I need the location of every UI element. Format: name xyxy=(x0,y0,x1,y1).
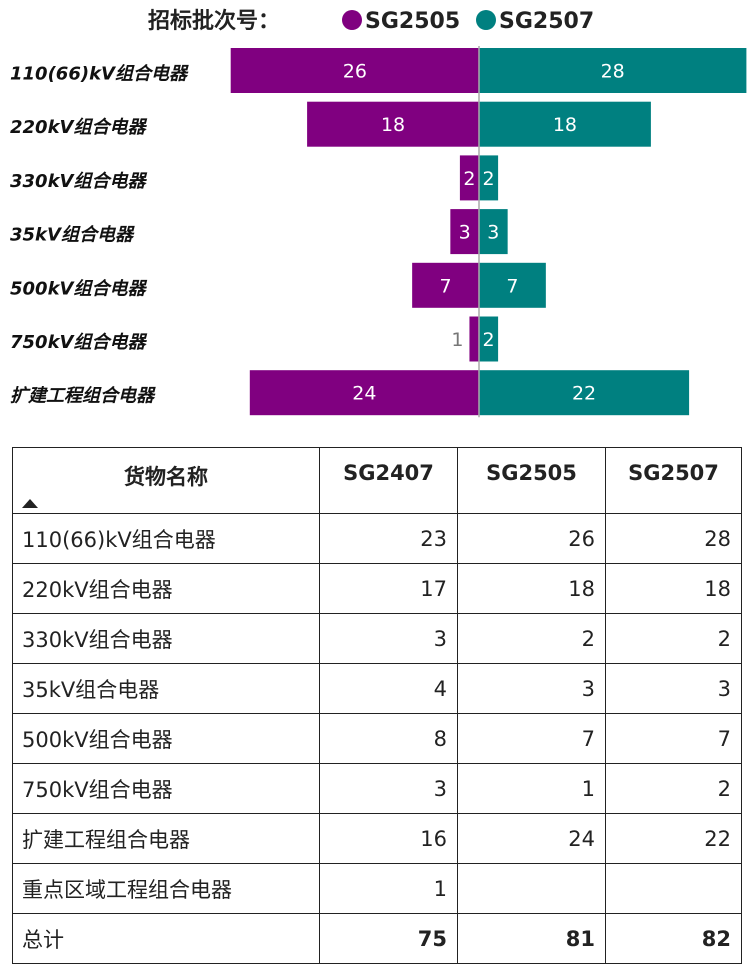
bar-sg2505[interactable] xyxy=(230,48,479,93)
cell-value: 1 xyxy=(319,863,458,914)
cell-value: 26 xyxy=(457,513,606,564)
data-label-sg2507: 28 xyxy=(601,61,625,83)
table-body: 110(66)kV组合电器 23 26 28 220kV组合电器 17 18 18 330kV组… xyxy=(12,513,742,964)
data-label-sg2505: 26 xyxy=(343,61,367,83)
bar-sg2505[interactable] xyxy=(469,316,479,362)
category-label: 220kV组合电器 xyxy=(10,117,147,138)
cell-value: 23 xyxy=(319,513,458,564)
legend: 招标批次号： SG2505 SG2507 xyxy=(148,8,594,34)
data-label-sg2507: 2 xyxy=(483,329,495,351)
table-row[interactable]: 110(66)kV组合电器 23 26 28 xyxy=(12,513,742,564)
cell-value: 3 xyxy=(319,763,458,814)
cell-name: 220kV组合电器 xyxy=(12,563,320,614)
cell-value: 2 xyxy=(605,613,742,664)
bar-sg2505[interactable] xyxy=(450,209,479,255)
cell-value: 75 xyxy=(319,913,458,964)
column-header-sg2507[interactable]: SG2507 xyxy=(605,447,742,514)
cell-value: 3 xyxy=(605,663,742,714)
data-label-sg2505: 24 xyxy=(352,383,376,405)
category-label: 35kV组合电器 xyxy=(10,225,135,246)
cell-value: 7 xyxy=(457,713,606,764)
data-label-sg2505: 7 xyxy=(440,275,452,297)
sort-ascending-icon[interactable] xyxy=(22,499,38,508)
data-table: 货物名称 SG2407 SG2505 SG2507 110(66)kV组合电器 2… xyxy=(12,447,742,964)
cell-value: 7 xyxy=(605,713,742,764)
table-row[interactable]: 500kV组合电器 8 7 7 xyxy=(12,713,742,764)
bar-sg2505[interactable] xyxy=(307,101,479,147)
legend-label-sg2505[interactable]: SG2505 xyxy=(365,9,460,34)
legend-title: 招标批次号： xyxy=(148,8,280,34)
data-label-sg2507: 2 xyxy=(483,168,495,190)
cell-name: 总计 xyxy=(12,913,320,964)
table-row[interactable]: 35kV组合电器 4 3 3 xyxy=(12,663,742,714)
cell-name: 35kV组合电器 xyxy=(12,663,320,714)
column-header-name[interactable]: 货物名称 xyxy=(12,447,320,514)
category-label: 扩建工程组合电器 xyxy=(10,386,156,407)
cell-value: 28 xyxy=(605,513,742,564)
bar-sg2507[interactable] xyxy=(479,48,747,93)
cell-value: 3 xyxy=(319,613,458,664)
legend-marker-sg2507 xyxy=(476,10,496,30)
cell-name: 330kV组合电器 xyxy=(12,613,320,664)
cell-value: 24 xyxy=(457,813,606,864)
table-row[interactable]: 330kV组合电器 3 2 2 xyxy=(12,613,742,664)
table-row[interactable]: 220kV组合电器 17 18 18 xyxy=(12,563,742,614)
bar-sg2505[interactable] xyxy=(249,370,479,416)
cell-name: 重点区域工程组合电器 xyxy=(12,863,320,914)
table-header-row: 货物名称 SG2407 SG2505 SG2507 xyxy=(12,447,742,514)
data-label-sg2507: 3 xyxy=(487,222,499,244)
table-row[interactable]: 扩建工程组合电器 16 24 22 xyxy=(12,813,742,864)
cell-name: 750kV组合电器 xyxy=(12,763,320,814)
bar-sg2507[interactable] xyxy=(479,155,499,201)
data-label-sg2507: 7 xyxy=(506,275,518,297)
cell-name: 500kV组合电器 xyxy=(12,713,320,764)
bar-sg2505[interactable] xyxy=(459,155,479,201)
data-label-sg2505: 18 xyxy=(381,114,405,136)
legend-label-sg2507[interactable]: SG2507 xyxy=(499,9,594,34)
data-label-sg2505: 1 xyxy=(451,329,463,351)
cell-value: 4 xyxy=(319,663,458,714)
legend-marker-sg2505 xyxy=(342,10,362,30)
column-header-sg2505[interactable]: SG2505 xyxy=(457,447,606,514)
data-label-sg2507: 22 xyxy=(572,383,596,405)
table-total-row[interactable]: 总计 75 81 82 xyxy=(12,913,742,964)
cell-value: 81 xyxy=(457,913,606,964)
data-label-sg2507: 18 xyxy=(553,114,577,136)
bar-sg2507[interactable] xyxy=(479,370,690,416)
bar-sg2507[interactable] xyxy=(479,209,508,255)
column-header-name-label: 货物名称 xyxy=(124,465,208,489)
bar-sg2505[interactable] xyxy=(412,262,479,308)
table-row[interactable]: 750kV组合电器 3 1 2 xyxy=(12,763,742,814)
category-label: 330kV组合电器 xyxy=(10,171,147,192)
category-label: 750kV组合电器 xyxy=(10,332,147,353)
table-row[interactable]: 重点区域工程组合电器 1 xyxy=(12,863,742,914)
data-label-sg2505: 3 xyxy=(459,222,471,244)
column-header-sg2407[interactable]: SG2407 xyxy=(319,447,458,514)
cell-value: 22 xyxy=(605,813,742,864)
bar-sg2507[interactable] xyxy=(479,101,651,147)
data-label-sg2505: 2 xyxy=(463,168,475,190)
cell-value: 16 xyxy=(319,813,458,864)
cell-value: 2 xyxy=(457,613,606,664)
cell-value: 2 xyxy=(605,763,742,814)
cell-name: 110(66)kV组合电器 xyxy=(12,513,320,564)
cell-value xyxy=(457,863,606,914)
cell-value: 18 xyxy=(457,563,606,614)
category-label: 110(66)kV组合电器 xyxy=(10,64,189,85)
cell-value xyxy=(605,863,742,914)
bar-sg2507[interactable] xyxy=(479,316,499,362)
cell-value: 17 xyxy=(319,563,458,614)
butterfly-bar-chart: 招标批次号： SG2505 SG2507 110(66)kV组合电器 220kV组… xyxy=(10,8,747,418)
bar-sg2507[interactable] xyxy=(479,262,546,308)
cell-value: 3 xyxy=(457,663,606,714)
cell-value: 1 xyxy=(457,763,606,814)
cell-value: 8 xyxy=(319,713,458,764)
cell-name: 扩建工程组合电器 xyxy=(12,813,320,864)
cell-value: 82 xyxy=(605,913,742,964)
category-label: 500kV组合电器 xyxy=(10,278,147,299)
category-labels: 110(66)kV组合电器 220kV组合电器 330kV组合电器 35kV组合电器 5… xyxy=(10,64,189,407)
cell-value: 18 xyxy=(605,563,742,614)
